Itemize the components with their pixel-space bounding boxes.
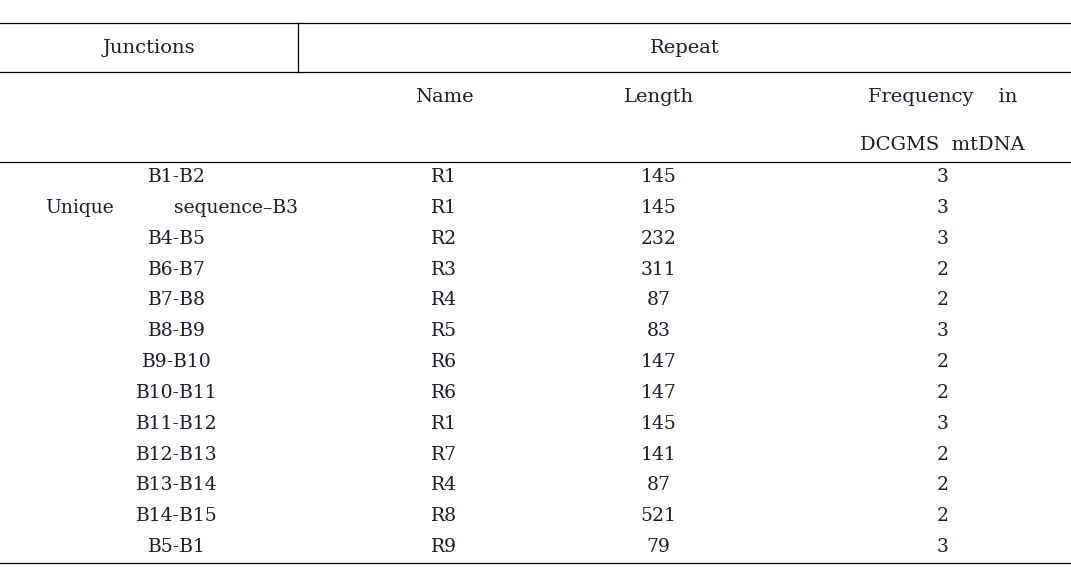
Text: B7-B8: B7-B8 bbox=[148, 291, 206, 309]
Text: 2: 2 bbox=[936, 261, 949, 279]
Text: R6: R6 bbox=[432, 384, 457, 402]
Text: R4: R4 bbox=[432, 291, 457, 309]
Text: 145: 145 bbox=[640, 199, 677, 217]
Text: 141: 141 bbox=[640, 445, 677, 463]
Text: B12-B13: B12-B13 bbox=[136, 445, 217, 463]
Text: B9-B10: B9-B10 bbox=[141, 353, 212, 371]
Text: 147: 147 bbox=[640, 353, 677, 371]
Text: B5-B1: B5-B1 bbox=[148, 538, 206, 556]
Text: B6-B7: B6-B7 bbox=[148, 261, 206, 279]
Text: 145: 145 bbox=[640, 168, 677, 186]
Text: R8: R8 bbox=[432, 507, 457, 525]
Text: B10-B11: B10-B11 bbox=[136, 384, 217, 402]
Text: 3: 3 bbox=[936, 199, 949, 217]
Text: 2: 2 bbox=[936, 384, 949, 402]
Text: 87: 87 bbox=[647, 291, 670, 309]
Text: B14-B15: B14-B15 bbox=[136, 507, 217, 525]
Text: R6: R6 bbox=[432, 353, 457, 371]
Text: Length: Length bbox=[623, 88, 694, 106]
Text: 311: 311 bbox=[640, 261, 677, 279]
Text: R3: R3 bbox=[432, 261, 457, 279]
Text: 521: 521 bbox=[640, 507, 677, 525]
Text: 83: 83 bbox=[647, 322, 670, 340]
Text: 3: 3 bbox=[936, 322, 949, 340]
Text: 2: 2 bbox=[936, 291, 949, 309]
Text: 2: 2 bbox=[936, 353, 949, 371]
Text: R4: R4 bbox=[432, 477, 457, 494]
Text: R2: R2 bbox=[432, 230, 457, 248]
Text: Frequency    in: Frequency in bbox=[868, 88, 1017, 106]
Text: 3: 3 bbox=[936, 538, 949, 556]
Text: B1-B2: B1-B2 bbox=[148, 168, 206, 186]
Text: 147: 147 bbox=[640, 384, 677, 402]
Text: B8-B9: B8-B9 bbox=[148, 322, 206, 340]
Text: R7: R7 bbox=[432, 445, 457, 463]
Text: 2: 2 bbox=[936, 477, 949, 494]
Text: Junctions: Junctions bbox=[103, 39, 195, 57]
Text: R1: R1 bbox=[432, 168, 457, 186]
Text: 2: 2 bbox=[936, 445, 949, 463]
Text: 2: 2 bbox=[936, 507, 949, 525]
Text: 79: 79 bbox=[647, 538, 670, 556]
Text: 3: 3 bbox=[936, 415, 949, 433]
Text: B4-B5: B4-B5 bbox=[148, 230, 206, 248]
Text: DCGMS  mtDNA: DCGMS mtDNA bbox=[860, 137, 1025, 155]
Text: 3: 3 bbox=[936, 230, 949, 248]
Text: R1: R1 bbox=[432, 415, 457, 433]
Text: Name: Name bbox=[416, 88, 473, 106]
Text: R5: R5 bbox=[432, 322, 457, 340]
Text: 232: 232 bbox=[640, 230, 677, 248]
Text: 87: 87 bbox=[647, 477, 670, 494]
Text: B13-B14: B13-B14 bbox=[136, 477, 217, 494]
Text: R9: R9 bbox=[432, 538, 457, 556]
Text: 3: 3 bbox=[936, 168, 949, 186]
Text: R1: R1 bbox=[432, 199, 457, 217]
Text: B11-B12: B11-B12 bbox=[136, 415, 217, 433]
Text: Unique: Unique bbox=[45, 199, 114, 217]
Text: Repeat: Repeat bbox=[649, 39, 720, 57]
Text: sequence–B3: sequence–B3 bbox=[174, 199, 298, 217]
Text: 145: 145 bbox=[640, 415, 677, 433]
